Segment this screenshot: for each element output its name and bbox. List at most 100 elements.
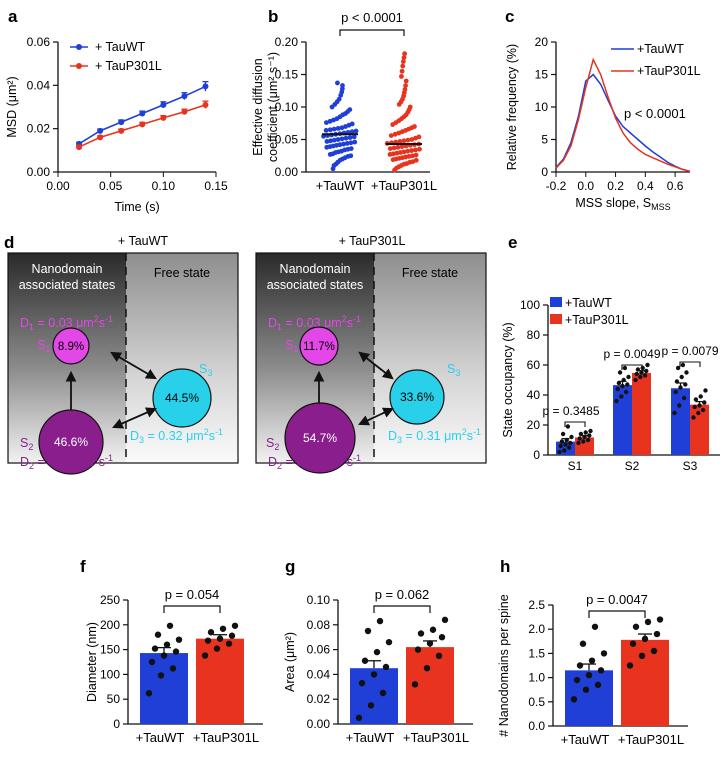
data-point xyxy=(387,146,393,152)
data-point xyxy=(600,650,608,657)
data-point xyxy=(621,377,626,383)
series-line-0 xyxy=(555,73,691,173)
data-point xyxy=(349,129,355,135)
data-point xyxy=(619,394,624,399)
panel-label-b: b xyxy=(268,7,278,26)
p-value-label: p = 0.0079 xyxy=(661,344,718,358)
y-tick-label: 0.10 xyxy=(275,100,299,114)
legend-label: +TauWT xyxy=(637,42,684,56)
state-s3-circle xyxy=(152,368,212,428)
data-point xyxy=(348,140,354,146)
data-point xyxy=(410,153,415,159)
data-point xyxy=(402,87,408,92)
y-tick-label: 0.5 xyxy=(528,695,545,709)
data-point xyxy=(409,137,415,142)
y-tick-label: 0.02 xyxy=(27,122,51,136)
s3-label: S3 xyxy=(199,362,212,378)
data-point xyxy=(151,645,159,652)
data-point xyxy=(615,386,620,392)
data-point xyxy=(355,714,363,721)
y-tick-label: 60 xyxy=(527,358,541,372)
nanodomains-chart: 0.0 0.5 1.0 1.5 2.0 2.5 # Nanodomains per spin… xyxy=(497,592,688,747)
y-tick-label: 0.00 xyxy=(275,165,299,179)
y-axis-title: Diameter (nm) xyxy=(85,622,99,702)
d3-label: D3 = 0.32 μm2s-1 xyxy=(130,427,223,445)
series-line-1 xyxy=(555,57,691,173)
data-point xyxy=(577,436,582,441)
data-point xyxy=(407,104,413,110)
data-point xyxy=(673,389,678,395)
panel-label-h: h xyxy=(500,557,510,576)
panel-label-e: e xyxy=(508,233,517,252)
diagram-border xyxy=(7,252,239,464)
data-point xyxy=(347,107,353,112)
data-point xyxy=(401,149,407,155)
p-value-label: p < 0.0001 xyxy=(341,10,403,25)
y-tick-label: 0.0 xyxy=(528,719,545,733)
data-point xyxy=(339,125,345,131)
data-point xyxy=(644,368,649,374)
data-point xyxy=(692,404,697,410)
data-point xyxy=(413,157,419,163)
x-axis-title: MSS slope, SMSS xyxy=(575,196,670,212)
data-point xyxy=(331,137,337,143)
x-category-label: +TauP301L xyxy=(371,178,437,193)
data-point xyxy=(588,657,596,664)
diffusion-chart: 0.00 0.05 0.10 0.15 0.20 +TauWT +TauP301L p < 0… xyxy=(251,10,437,193)
data-point xyxy=(337,142,343,148)
data-point xyxy=(228,632,236,639)
data-point xyxy=(395,144,401,150)
data-point xyxy=(331,126,337,132)
data-point xyxy=(684,370,689,375)
x-tick-label: -0.2 xyxy=(546,179,567,193)
y-axis-title-line2: coefficient (μm² s⁻¹) xyxy=(266,52,280,162)
data-point xyxy=(391,145,397,151)
significance-bracket xyxy=(163,605,221,613)
data-point xyxy=(201,652,209,659)
p-value-label: p = 0.062 xyxy=(375,587,430,602)
data-point xyxy=(632,623,640,630)
s1-label: S1 xyxy=(285,338,298,354)
legend-label: + TauP301L xyxy=(95,59,162,73)
legend-swatch xyxy=(550,297,562,307)
data-point xyxy=(336,96,342,102)
data-point xyxy=(633,377,638,383)
legend-label: + TauWT xyxy=(95,40,145,54)
data-point xyxy=(683,382,688,387)
data-point xyxy=(677,403,682,408)
data-point xyxy=(698,394,703,399)
x-category-label: +TauWT xyxy=(316,178,365,193)
y-tick-label: 0.06 xyxy=(27,35,51,49)
d1-label: D1 = 0.03 μm2s-1 xyxy=(20,314,113,332)
significance-bracket xyxy=(621,364,643,370)
data-point xyxy=(392,131,398,137)
data-point xyxy=(576,662,584,669)
data-point xyxy=(327,127,333,133)
data-point xyxy=(413,152,419,158)
data-point xyxy=(400,63,406,69)
x-tick-label: 0.4 xyxy=(637,179,654,193)
data-point xyxy=(568,440,573,446)
state-diagram: + TauWT Nanodomain associated states Fre… xyxy=(7,234,487,475)
data-point xyxy=(339,136,345,142)
bar xyxy=(632,372,651,455)
y-tick-label: 0.05 xyxy=(275,133,299,147)
p-value-label: p = 0.3485 xyxy=(542,404,599,418)
legend-label: +TauWT xyxy=(565,296,612,310)
data-point xyxy=(403,78,409,84)
data-point xyxy=(576,440,581,446)
diameter-chart: 0 50 100 150 200 250 Diameter (nm) +TauWT +TauP3… xyxy=(85,587,263,745)
panel-label-d: d xyxy=(4,233,14,252)
data-point xyxy=(364,627,372,635)
y-tick-label: 0 xyxy=(113,717,120,731)
x-tick-label: 0.10 xyxy=(152,179,176,193)
data-point xyxy=(644,618,652,626)
y-tick-label: 2.0 xyxy=(528,622,545,636)
data-point xyxy=(597,667,605,674)
nanodomain-header-line2: associated states xyxy=(19,278,116,292)
data-point xyxy=(557,449,562,455)
data-point xyxy=(426,640,434,647)
data-point xyxy=(650,647,658,655)
data-point xyxy=(678,385,683,390)
data-point xyxy=(202,83,209,90)
